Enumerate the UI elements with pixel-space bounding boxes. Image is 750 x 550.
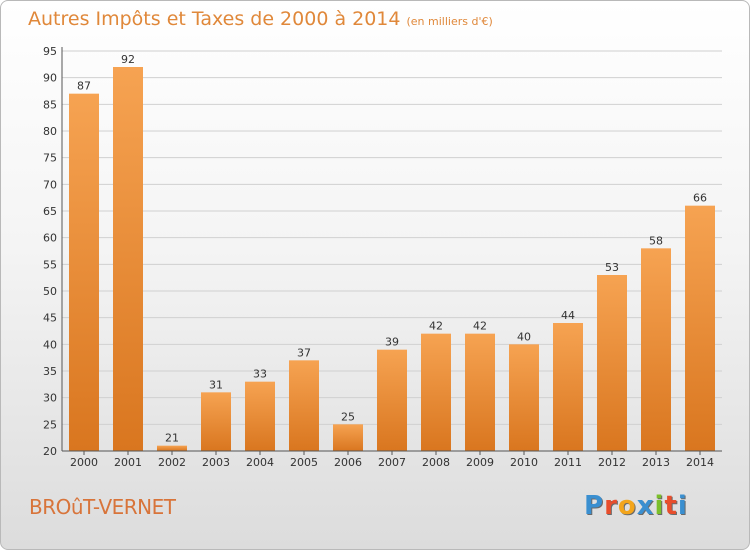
bar: [465, 333, 495, 451]
bar: [201, 392, 231, 451]
x-tick-label: 2009: [466, 456, 494, 469]
logo-letter: i: [677, 491, 688, 521]
bar: [245, 381, 275, 451]
proxiti-logo[interactable]: Proxiti: [584, 491, 688, 521]
bar: [289, 360, 319, 451]
y-tick-label: 40: [43, 338, 57, 351]
bar: [333, 424, 363, 451]
data-label: 66: [693, 192, 707, 205]
y-tick-label: 75: [43, 152, 57, 165]
data-label: 21: [165, 432, 179, 445]
chart-subtitle: (en milliers d'€): [406, 15, 493, 28]
y-tick-label: 70: [43, 178, 57, 191]
y-tick-label: 95: [43, 45, 57, 58]
bar: [113, 67, 143, 451]
bar: [553, 323, 583, 451]
x-tick-label: 2014: [686, 456, 714, 469]
data-label: 58: [649, 234, 663, 247]
data-label: 37: [297, 346, 311, 359]
logo-letter: o: [617, 491, 637, 521]
y-tick-label: 30: [43, 392, 57, 405]
x-tick-label: 2003: [202, 456, 230, 469]
place-name: BROûT-VERNET: [29, 495, 176, 519]
y-tick-label: 45: [43, 312, 57, 325]
y-tick-label: 25: [43, 418, 57, 431]
y-tick-label: 50: [43, 285, 57, 298]
x-tick-label: 2007: [378, 456, 406, 469]
data-label: 40: [517, 330, 531, 343]
logo-letter: t: [664, 491, 678, 521]
y-tick-label: 35: [43, 365, 57, 378]
data-label: 39: [385, 336, 399, 349]
bar: [69, 93, 99, 452]
bar: [685, 205, 715, 451]
chart-title-text: Autres Impôts et Taxes de 2000 à 2014: [28, 8, 401, 30]
logo-letter: r: [604, 491, 618, 521]
x-tick-label: 2004: [246, 456, 274, 469]
bar: [641, 248, 671, 451]
logo-letter: P: [584, 491, 605, 521]
bar: [377, 349, 407, 451]
x-tick-label: 2012: [598, 456, 626, 469]
x-tick-label: 2011: [554, 456, 582, 469]
y-tick-label: 55: [43, 258, 57, 271]
data-label: 53: [605, 261, 619, 274]
x-tick-label: 2006: [334, 456, 362, 469]
chart-title: Autres Impôts et Taxes de 2000 à 2014 (en…: [28, 8, 493, 30]
x-tick-label: 2010: [510, 456, 538, 469]
y-tick-label: 90: [43, 72, 57, 85]
y-tick-label: 65: [43, 205, 57, 218]
bar: [157, 445, 187, 451]
bar: [421, 333, 451, 451]
data-label: 42: [429, 320, 443, 333]
data-label: 42: [473, 320, 487, 333]
bars: [69, 67, 715, 452]
axes: 20 25 30 35 40 45 50 55 60 65 70 75 80 85 90 95 87 2000 92…: [43, 45, 722, 469]
data-label: 87: [77, 80, 91, 93]
logo-letter: i: [654, 491, 665, 521]
data-label: 92: [121, 53, 135, 66]
bar: [509, 344, 539, 451]
bar: [597, 275, 627, 451]
y-tick-label: 60: [43, 232, 57, 245]
y-tick-label: 85: [43, 98, 57, 111]
x-tick-label: 2008: [422, 456, 450, 469]
y-tick-label: 80: [43, 125, 57, 138]
x-tick-label: 2002: [158, 456, 186, 469]
x-tick-label: 2001: [114, 456, 142, 469]
data-label: 44: [561, 309, 575, 322]
x-tick-label: 2000: [70, 456, 98, 469]
x-tick-label: 2005: [290, 456, 318, 469]
y-tick-label: 20: [43, 445, 57, 458]
data-label: 31: [209, 378, 223, 391]
x-tick-label: 2013: [642, 456, 670, 469]
data-label: 25: [341, 410, 355, 423]
logo-letter: x: [636, 491, 655, 521]
data-label: 33: [253, 368, 267, 381]
